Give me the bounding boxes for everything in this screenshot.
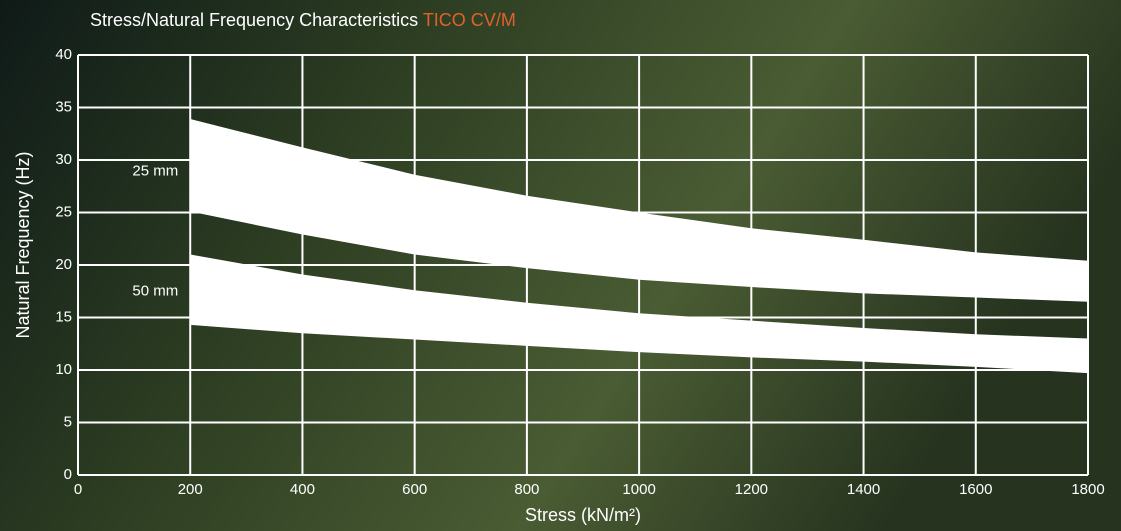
y-tick-label: 20 <box>55 256 72 273</box>
x-tick-label: 600 <box>402 481 427 498</box>
y-tick-label: 35 <box>55 98 72 115</box>
y-tick-label: 25 <box>55 203 72 220</box>
x-tick-label: 0 <box>74 481 82 498</box>
y-tick-label: 40 <box>55 46 72 63</box>
x-tick-label: 400 <box>290 481 315 498</box>
y-tick-label: 5 <box>64 413 72 430</box>
page: {"chart_data":{"type":"band", "title":"S… <box>0 0 1121 531</box>
x-tick-label: 1600 <box>959 481 992 498</box>
chart: Stress/Natural Frequency Characteristics… <box>0 0 1121 531</box>
x-tick-label: 1800 <box>1071 481 1104 498</box>
title-main: Stress/Natural Frequency Characteristics <box>90 10 418 30</box>
y-tick-label: 0 <box>64 466 72 483</box>
x-tick-label: 200 <box>178 481 203 498</box>
x-tick-label: 1400 <box>847 481 880 498</box>
series-label: 50 mm <box>132 283 178 300</box>
chart-title: Stress/Natural Frequency Characteristics… <box>90 10 516 30</box>
y-tick-label: 10 <box>55 361 72 378</box>
x-tick-label: 1200 <box>735 481 768 498</box>
y-tick-label: 15 <box>55 308 72 325</box>
x-tick-label: 800 <box>514 481 539 498</box>
title-highlight: TICO CV/M <box>423 10 516 30</box>
y-tick-label: 30 <box>55 151 72 168</box>
x-axis-label: Stress (kN/m²) <box>525 505 641 525</box>
series-label: 25 mm <box>132 163 178 180</box>
y-axis-label: Natural Frequency (Hz) <box>13 151 33 338</box>
x-tick-label: 1000 <box>622 481 655 498</box>
